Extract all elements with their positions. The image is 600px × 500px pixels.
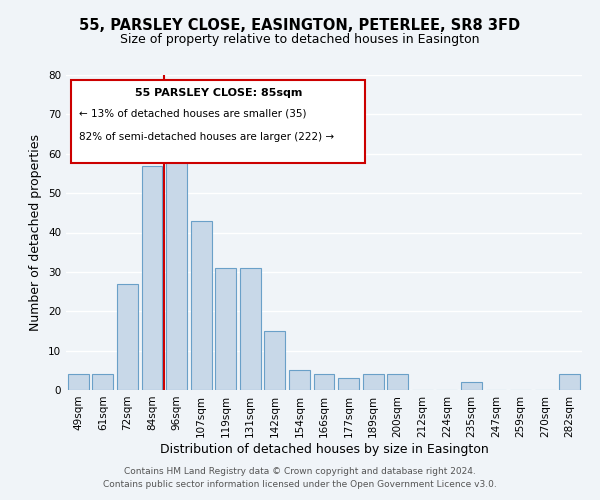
Bar [166,138,187,390]
Bar [240,268,261,390]
Bar [191,220,212,390]
Text: 82% of semi-detached houses are larger (222) →: 82% of semi-detached houses are larger (… [79,132,334,141]
Text: ← 13% of detached houses are smaller (35): ← 13% of detached houses are smaller (35… [79,108,307,118]
Bar [142,166,163,390]
Text: 55, PARSLEY CLOSE, EASINGTON, PETERLEE, SR8 3FD: 55, PARSLEY CLOSE, EASINGTON, PETERLEE, … [79,18,521,32]
Bar [559,374,580,390]
Bar [289,370,310,390]
Bar [68,374,89,390]
Text: Contains HM Land Registry data © Crown copyright and database right 2024.: Contains HM Land Registry data © Crown c… [124,467,476,476]
X-axis label: Distribution of detached houses by size in Easington: Distribution of detached houses by size … [160,442,488,456]
Bar [362,374,383,390]
Text: Contains public sector information licensed under the Open Government Licence v3: Contains public sector information licen… [103,480,497,489]
Text: Size of property relative to detached houses in Easington: Size of property relative to detached ho… [120,32,480,46]
Bar [338,378,359,390]
Bar [117,284,138,390]
Bar [314,374,334,390]
Text: 55 PARSLEY CLOSE: 85sqm: 55 PARSLEY CLOSE: 85sqm [134,88,302,98]
Bar [461,382,482,390]
Bar [387,374,408,390]
Bar [265,331,286,390]
FancyBboxPatch shape [71,80,365,163]
Y-axis label: Number of detached properties: Number of detached properties [29,134,43,331]
Bar [215,268,236,390]
Bar [92,374,113,390]
